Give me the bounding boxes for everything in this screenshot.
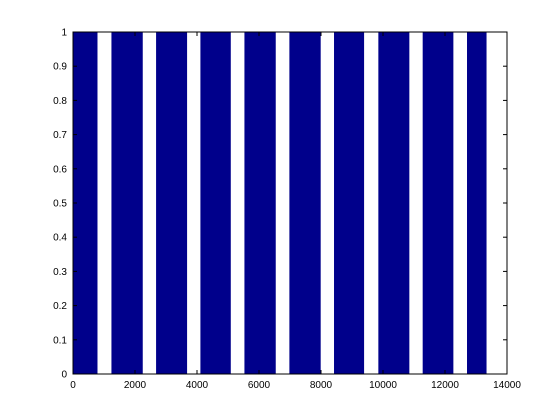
area-segment-5 <box>244 32 275 374</box>
y-tick-label: 0 <box>61 370 67 381</box>
y-tick-label: 1 <box>61 28 67 39</box>
y-tick-label: 0.7 <box>53 130 67 141</box>
area-segment-4 <box>200 32 230 374</box>
y-tick-label: 0.8 <box>53 96 67 107</box>
x-tick-label: 10000 <box>369 380 397 391</box>
y-tick-label: 0.6 <box>53 164 67 175</box>
area-segment-2 <box>111 32 142 374</box>
y-tick-label: 0.1 <box>53 335 67 346</box>
y-tick-label: 0.4 <box>53 233 67 244</box>
area-segment-3 <box>156 32 187 374</box>
area-segment-8 <box>378 32 409 374</box>
x-tick-label: 4000 <box>186 380 209 391</box>
x-tick-label: 8000 <box>310 380 333 391</box>
x-tick-label: 14000 <box>493 380 521 391</box>
x-tick-label: 2000 <box>124 380 147 391</box>
y-tick-label: 0.3 <box>53 267 67 278</box>
area-segment-9 <box>423 32 454 374</box>
area-segment-10 <box>467 32 487 374</box>
area-segment-7 <box>334 32 364 374</box>
y-tick-label: 0.9 <box>53 62 67 73</box>
x-tick-label: 6000 <box>248 380 271 391</box>
x-tick-label: 12000 <box>431 380 459 391</box>
y-tick-label: 0.5 <box>53 199 67 210</box>
x-tick-label: 0 <box>70 380 76 391</box>
area-segment-6 <box>289 32 320 374</box>
y-tick-label: 0.2 <box>53 301 67 312</box>
